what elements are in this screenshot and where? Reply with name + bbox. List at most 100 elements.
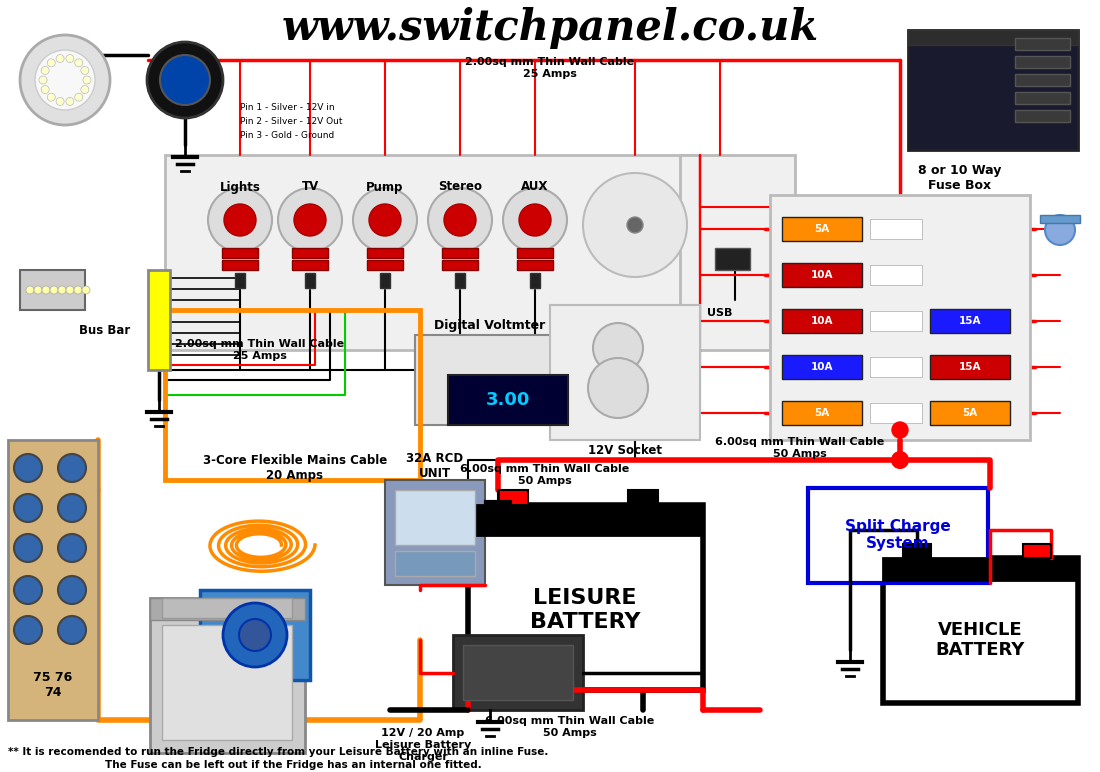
Text: Lights: Lights: [220, 181, 261, 194]
Bar: [200, 590, 310, 680]
Text: 2.00sq mm Thin Wall Cable
25 Amps: 2.00sq mm Thin Wall Cable 25 Amps: [465, 57, 635, 79]
Text: AUX: AUX: [521, 181, 549, 194]
Bar: [550, 305, 700, 440]
Bar: [530, 273, 540, 288]
Circle shape: [294, 204, 326, 236]
Text: 5A: 5A: [962, 408, 978, 418]
Text: www.switchpanel.co.uk: www.switchpanel.co.uk: [282, 7, 818, 49]
Circle shape: [239, 619, 271, 651]
Text: 10A: 10A: [811, 362, 834, 372]
Bar: [165, 155, 695, 350]
Circle shape: [503, 188, 566, 252]
Bar: [770, 195, 1030, 440]
Bar: [292, 248, 328, 258]
Bar: [903, 544, 931, 558]
Circle shape: [82, 286, 90, 294]
Circle shape: [444, 204, 476, 236]
Text: USB: USB: [707, 308, 733, 318]
Circle shape: [80, 66, 89, 74]
Bar: [870, 311, 922, 331]
Bar: [930, 355, 1010, 379]
Text: Pin 2 - Silver - 12V Out: Pin 2 - Silver - 12V Out: [240, 117, 342, 127]
Bar: [498, 490, 528, 505]
Circle shape: [66, 286, 74, 294]
Text: Pump: Pump: [366, 181, 404, 194]
Circle shape: [58, 454, 86, 482]
Circle shape: [224, 204, 256, 236]
Bar: [150, 598, 305, 620]
Bar: [235, 273, 245, 288]
Text: LEISURE
BATTERY: LEISURE BATTERY: [530, 588, 640, 631]
Text: 3.00: 3.00: [486, 391, 530, 409]
Text: Split Charge
System: Split Charge System: [845, 519, 950, 551]
Bar: [367, 248, 403, 258]
Circle shape: [35, 50, 95, 110]
Circle shape: [593, 323, 644, 373]
Text: ** It is recomended to run the Fridge directly from your Leisure Battery with an: ** It is recomended to run the Fridge di…: [8, 747, 549, 757]
Circle shape: [41, 86, 50, 93]
Bar: [395, 490, 475, 545]
Circle shape: [20, 35, 110, 125]
Circle shape: [58, 576, 86, 604]
Bar: [222, 260, 258, 270]
Circle shape: [627, 217, 644, 233]
Circle shape: [208, 188, 272, 252]
Bar: [455, 273, 465, 288]
Circle shape: [14, 454, 42, 482]
Bar: [463, 645, 573, 700]
Text: 5A: 5A: [814, 408, 829, 418]
Bar: [1015, 92, 1070, 104]
Text: TV: TV: [301, 181, 319, 194]
Circle shape: [519, 204, 551, 236]
Text: Pin 1 - Silver - 12V in: Pin 1 - Silver - 12V in: [240, 103, 334, 113]
Circle shape: [66, 55, 74, 63]
Text: 10A: 10A: [811, 270, 834, 280]
Text: 5A: 5A: [814, 224, 829, 234]
Circle shape: [56, 55, 64, 63]
Bar: [367, 260, 403, 270]
Circle shape: [14, 494, 42, 522]
Bar: [1023, 544, 1050, 558]
Circle shape: [56, 97, 64, 106]
Bar: [379, 273, 390, 288]
Circle shape: [82, 76, 91, 84]
Circle shape: [428, 188, 492, 252]
Circle shape: [80, 86, 89, 93]
Bar: [150, 598, 305, 753]
Bar: [883, 558, 1078, 580]
Text: 6.00sq mm Thin Wall Cable
50 Amps: 6.00sq mm Thin Wall Cable 50 Amps: [715, 437, 884, 459]
Text: Stereo: Stereo: [438, 181, 482, 194]
Circle shape: [368, 204, 402, 236]
Bar: [628, 490, 658, 505]
Bar: [715, 248, 750, 270]
Circle shape: [892, 452, 907, 468]
Bar: [782, 263, 862, 287]
Bar: [468, 505, 703, 690]
Bar: [930, 309, 1010, 333]
Bar: [448, 375, 568, 425]
Bar: [782, 401, 862, 425]
Circle shape: [26, 286, 34, 294]
Bar: [162, 625, 292, 740]
Circle shape: [39, 76, 47, 84]
Circle shape: [58, 534, 86, 562]
Circle shape: [223, 603, 287, 667]
Bar: [162, 598, 292, 618]
Circle shape: [50, 286, 58, 294]
Text: VEHICLE
BATTERY: VEHICLE BATTERY: [935, 621, 1025, 659]
Circle shape: [14, 534, 42, 562]
Circle shape: [42, 286, 50, 294]
Bar: [292, 260, 328, 270]
Bar: [870, 403, 922, 423]
Bar: [20, 270, 85, 310]
Bar: [517, 260, 553, 270]
Bar: [1015, 56, 1070, 68]
Text: 32A RCD
UNIT: 32A RCD UNIT: [406, 452, 463, 480]
Bar: [930, 401, 1010, 425]
Bar: [908, 30, 1078, 150]
Text: 6.00sq mm Thin Wall Cable
50 Amps: 6.00sq mm Thin Wall Cable 50 Amps: [485, 716, 654, 738]
Bar: [148, 270, 170, 370]
Circle shape: [74, 286, 82, 294]
Bar: [385, 480, 485, 585]
Bar: [782, 355, 862, 379]
